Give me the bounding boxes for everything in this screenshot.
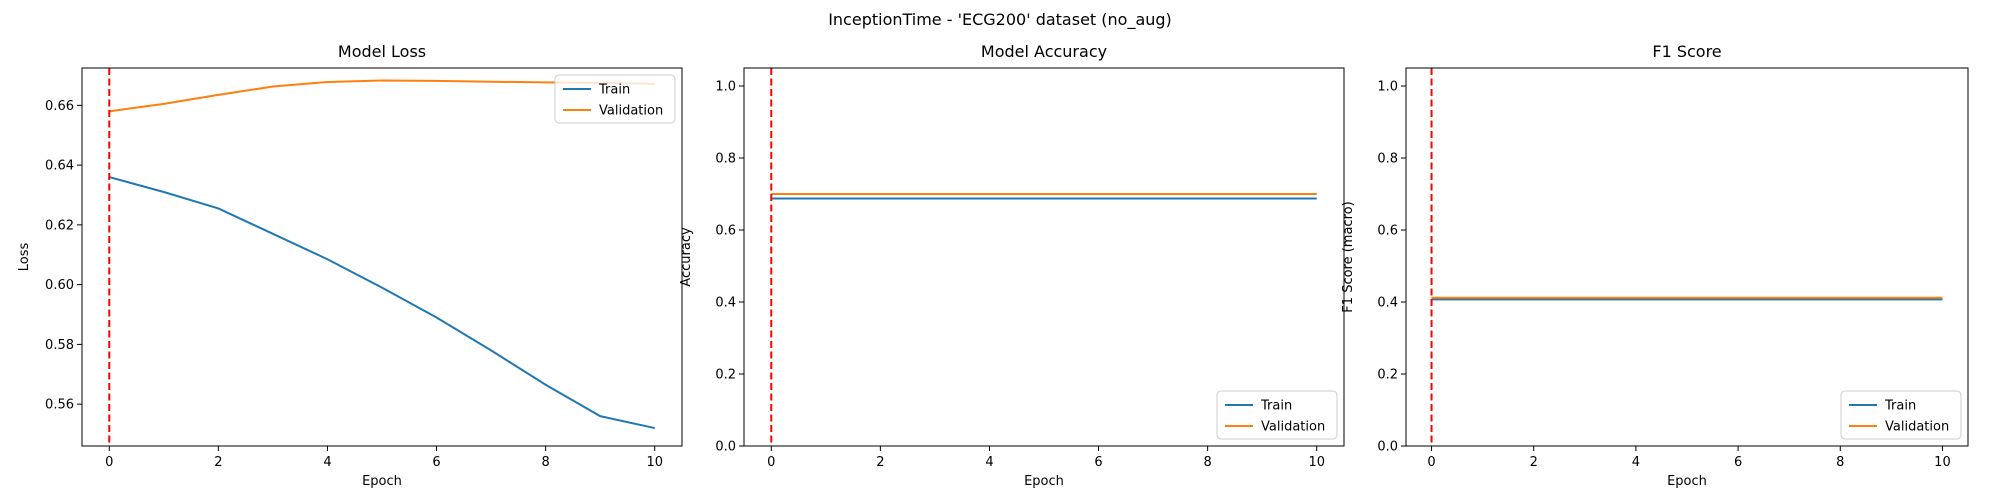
y-tick-label: 0.2 [1377,368,1398,383]
y-tick-label: 0.60 [45,278,74,293]
y-tick-label: 0.62 [45,218,74,233]
y-axis-label: F1 Score (macro) [1341,201,1356,312]
x-tick-label: 2 [1530,455,1538,470]
y-axis-label: Accuracy [679,227,694,287]
legend-label-validation: Validation [1885,420,1949,435]
chart-title: F1 Score [1652,42,1721,61]
plot-area [108,68,655,446]
legend-label-train: Train [598,83,630,98]
y-tick-label: 0.4 [715,296,736,311]
axes-frame [743,67,1345,447]
chart-accuracy: Model Accuracy 0 2 4 6 8 10 0.0 0.2 0.4 0.6 0.8 1.0 E… [679,42,1345,489]
plot-area [770,68,1317,446]
y-tick-label: 0.66 [45,99,74,114]
axes-frame [81,67,683,447]
axes-frame [1405,67,1969,447]
legend-label-train: Train [1884,399,1916,414]
x-tick-label: 10 [646,455,663,470]
x-tick-label: 10 [1308,455,1325,470]
y-tick-label: 0.2 [715,368,736,383]
y-tick-label: 0.6 [1377,224,1398,239]
x-tick-label: 2 [876,455,884,470]
y-tick-label: 0.8 [1377,152,1398,167]
y-tick-label: 0.56 [45,398,74,413]
y-tick-label: 0.4 [1377,296,1398,311]
y-tick-label: 0.0 [715,440,736,455]
legend: Train Validation [1840,390,1962,440]
x-tick-label: 4 [985,455,993,470]
x-tick-label: 0 [1427,455,1435,470]
y-tick-label: 0.0 [1377,440,1398,455]
x-tick-label: 8 [541,455,549,470]
x-tick-label: 2 [214,455,222,470]
y-tick-label: 0.64 [45,159,74,174]
legend-label-validation: Validation [1261,420,1325,435]
plot-area [1430,68,1943,446]
x-axis-label: Epoch [1024,474,1064,489]
x-tick-label: 10 [1934,455,1951,470]
chart-title: Model Accuracy [981,42,1107,61]
chart-title: Model Loss [338,42,426,61]
legend-label-validation: Validation [599,104,663,119]
x-tick-label: 6 [1094,455,1102,470]
chart-f1: F1 Score 0 2 4 6 8 10 0.0 0.2 0.4 0.6 0.8 1.0 Epoch F1… [1341,42,1969,489]
x-tick-label: 6 [432,455,440,470]
y-tick-label: 0.6 [715,224,736,239]
legend-label-train: Train [1260,399,1292,414]
figure-title: InceptionTime - 'ECG200' dataset (no_aug… [828,10,1172,30]
y-axis-label: Loss [17,243,32,272]
x-tick-label: 0 [767,455,775,470]
series-line-train [109,176,655,430]
y-tick-label: 1.0 [715,80,736,95]
x-tick-label: 0 [105,455,113,470]
x-tick-label: 6 [1734,455,1742,470]
x-axis-label: Epoch [1667,474,1707,489]
legend: Train Validation [554,74,676,124]
x-tick-label: 4 [1632,455,1640,470]
y-tick-label: 0.58 [45,338,74,353]
y-tick-label: 1.0 [1377,80,1398,95]
x-tick-label: 4 [323,455,331,470]
y-tick-label: 0.8 [715,152,736,167]
x-tick-label: 8 [1836,455,1844,470]
x-axis-label: Epoch [362,474,402,489]
chart-loss: Model Loss 0 2 4 6 8 10 0.56 0.58 0.60 0.62 0.64 0.6… [17,42,683,489]
legend: Train Validation [1216,390,1338,440]
x-tick-label: 8 [1203,455,1211,470]
